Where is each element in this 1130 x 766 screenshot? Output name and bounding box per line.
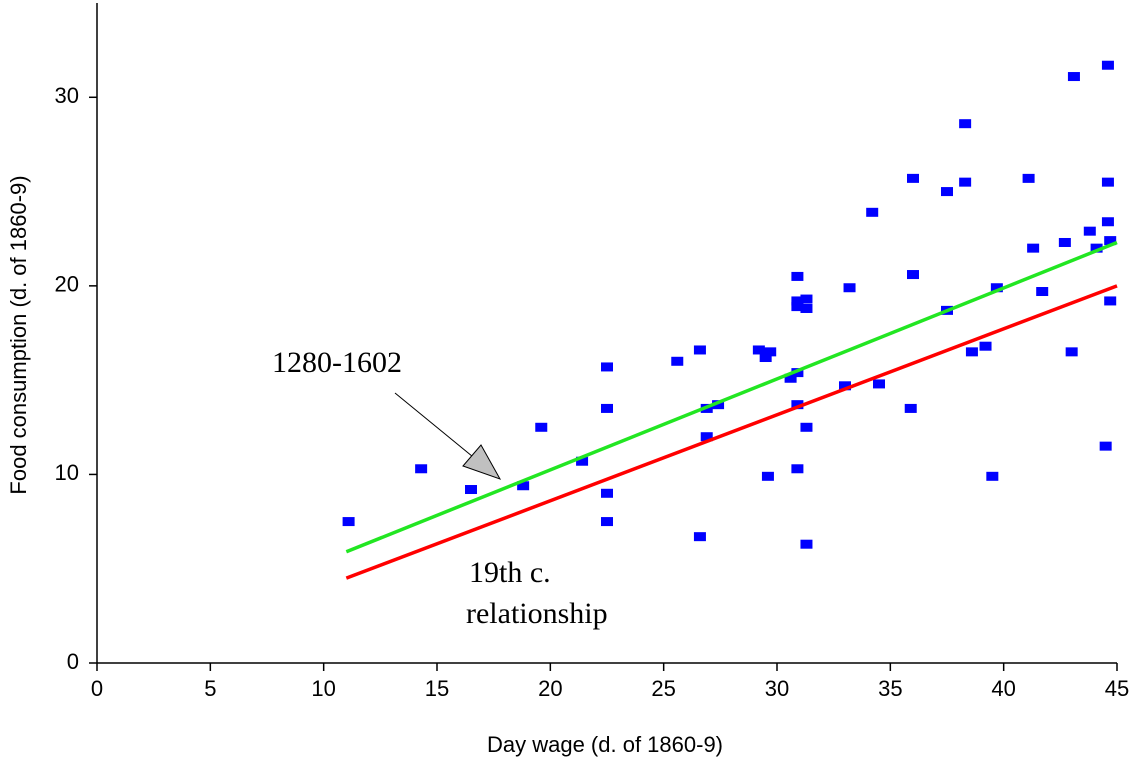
point (791, 296, 804, 306)
point (671, 356, 684, 366)
x-axis-title: Day wage (d. of 1860-9) (487, 732, 723, 757)
annotation-arrow (394, 392, 479, 462)
point (601, 517, 613, 527)
point (576, 456, 589, 466)
x-tick-label: 20 (538, 676, 562, 701)
annotation: 1280-1602 (272, 346, 402, 379)
point (1027, 243, 1040, 253)
point (791, 464, 804, 474)
point (873, 379, 885, 389)
point (759, 353, 772, 363)
point (959, 119, 972, 129)
annotation: 19th c. (469, 556, 551, 589)
x-tick-label: 10 (311, 676, 335, 701)
point (1099, 441, 1112, 451)
point (959, 177, 972, 187)
point (601, 362, 613, 372)
point (1058, 237, 1071, 247)
point (904, 403, 917, 413)
point (1022, 173, 1035, 183)
point (843, 283, 856, 293)
x-tick-label: 5 (204, 676, 216, 701)
point (700, 432, 713, 442)
point (907, 270, 919, 280)
point (1101, 177, 1114, 187)
point (979, 341, 992, 351)
y-tick-label: 0 (67, 649, 79, 674)
point (535, 422, 548, 432)
point (601, 488, 613, 498)
point (1036, 287, 1049, 297)
x-tick-label: 15 (425, 676, 449, 701)
point (907, 173, 919, 183)
point (761, 471, 774, 481)
point (1104, 236, 1117, 246)
annotation: relationship (466, 597, 608, 630)
y-tick-label: 30 (55, 83, 79, 108)
point (764, 347, 777, 357)
point (784, 373, 797, 383)
point (986, 471, 999, 481)
point (965, 347, 978, 357)
point (800, 422, 813, 432)
point (791, 271, 804, 281)
fit-line (345, 240, 1118, 554)
point (866, 207, 879, 217)
point (1065, 347, 1078, 357)
point (1083, 226, 1096, 236)
point (1101, 217, 1114, 227)
point (990, 283, 1003, 293)
point (465, 485, 477, 495)
x-tick-label: 45 (1105, 676, 1129, 701)
point (800, 539, 813, 549)
fit-line (345, 284, 1118, 580)
point (601, 403, 613, 413)
x-tick-label: 30 (765, 676, 789, 701)
point (342, 517, 355, 527)
y-axis-title: Food consumption (d. of 1860-9) (6, 175, 31, 494)
point (415, 464, 428, 474)
annotation-arrowhead (462, 444, 502, 480)
point (1104, 296, 1117, 306)
point (791, 400, 804, 410)
point (800, 303, 813, 313)
point (1090, 243, 1103, 253)
point (693, 345, 706, 355)
y-tick-label: 20 (55, 272, 79, 297)
x-tick-label: 35 (878, 676, 902, 701)
point (941, 187, 953, 197)
y-tick-label: 10 (55, 460, 79, 485)
point (752, 345, 765, 355)
point (712, 400, 725, 410)
point (693, 532, 706, 542)
point (1101, 60, 1114, 70)
point (517, 481, 530, 491)
point (1067, 72, 1080, 82)
point (800, 294, 813, 304)
point (839, 381, 851, 391)
x-tick-label: 25 (651, 676, 675, 701)
point (791, 302, 804, 312)
x-tick-label: 40 (991, 676, 1015, 701)
x-tick-label: 0 (91, 676, 103, 701)
